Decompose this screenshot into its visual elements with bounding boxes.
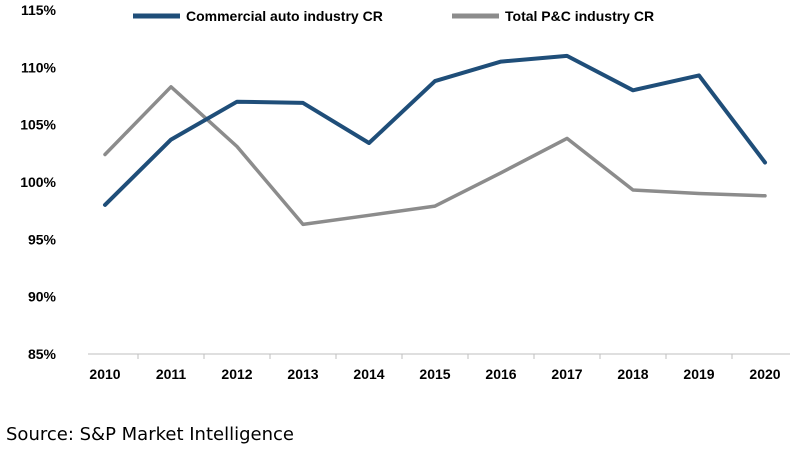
y-tick-label: 95% [28, 231, 57, 247]
legend: Commercial auto industry CR Total P&C in… [133, 8, 654, 24]
y-tick-label: 100% [20, 174, 56, 190]
series-line-total-pc [103, 85, 767, 227]
x-tick-label: 2014 [353, 366, 384, 382]
y-tick-label: 85% [28, 346, 57, 362]
x-tick-label: 2012 [221, 366, 252, 382]
x-axis-ticks [137, 354, 733, 359]
y-tick-label: 115% [21, 2, 57, 18]
source-caption: Source: S&P Market Intelligence [6, 424, 294, 445]
x-tick-label: 2016 [485, 366, 516, 382]
legend-label-total-pc: Total P&C industry CR [505, 8, 654, 24]
series-layer [103, 53, 767, 227]
legend-label-commercial-auto: Commercial auto industry CR [186, 8, 383, 24]
x-tick-label: 2018 [617, 366, 648, 382]
y-tick-label: 110% [21, 59, 57, 75]
x-tick-label: 2015 [419, 366, 450, 382]
y-tick-label: 90% [28, 289, 57, 305]
x-tick-label: 2011 [156, 366, 187, 382]
x-tick-label: 2017 [551, 366, 582, 382]
x-tick-label: 2013 [287, 366, 318, 382]
x-tick-label: 2020 [749, 366, 780, 382]
y-tick-label: 105% [20, 117, 56, 133]
x-axis-labels: 2010 2011 2012 2013 2014 2015 2016 2017 2018 2019… [89, 366, 780, 382]
x-tick-label: 2019 [683, 366, 714, 382]
y-axis-labels: 85% 90% 95% 100% 105% 110% 115% [20, 2, 56, 362]
x-tick-label: 2010 [89, 366, 120, 382]
series-line-commercial-auto [103, 53, 767, 207]
line-chart: 85%90%95%100%105%110%115% 2010 2011 2012 20… [20, 2, 790, 382]
